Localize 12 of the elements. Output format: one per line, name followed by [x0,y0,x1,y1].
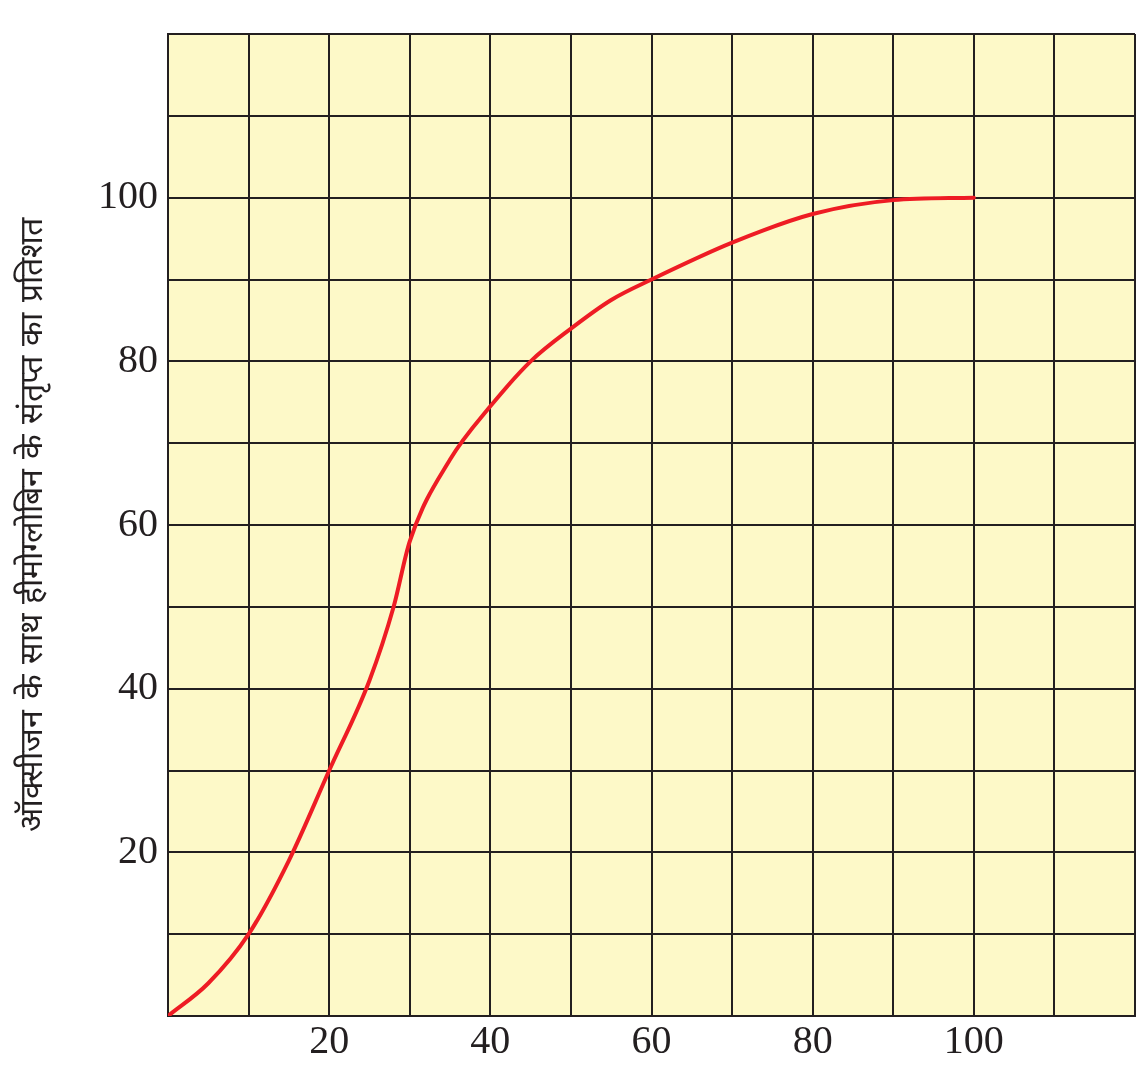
x-tick-label: 100 [943,1016,1004,1062]
y-tick-label: 20 [118,826,158,872]
y-tick-label: 60 [118,499,158,545]
x-tick-label: 20 [309,1016,350,1062]
x-tick-label: 60 [631,1016,672,1062]
y-tick-label: 40 [118,663,158,709]
line-series [168,195,976,1016]
y-axis-title: ऑक्सीजन के साथ हीमोग्लोबिन के संतृप्त का प्रतिशत [11,217,51,832]
x-tick-label: 80 [792,1016,833,1062]
y-tick-label: 80 [118,335,158,381]
y-tick-label: 100 [98,172,158,218]
x-tick-label: 40 [470,1016,511,1062]
